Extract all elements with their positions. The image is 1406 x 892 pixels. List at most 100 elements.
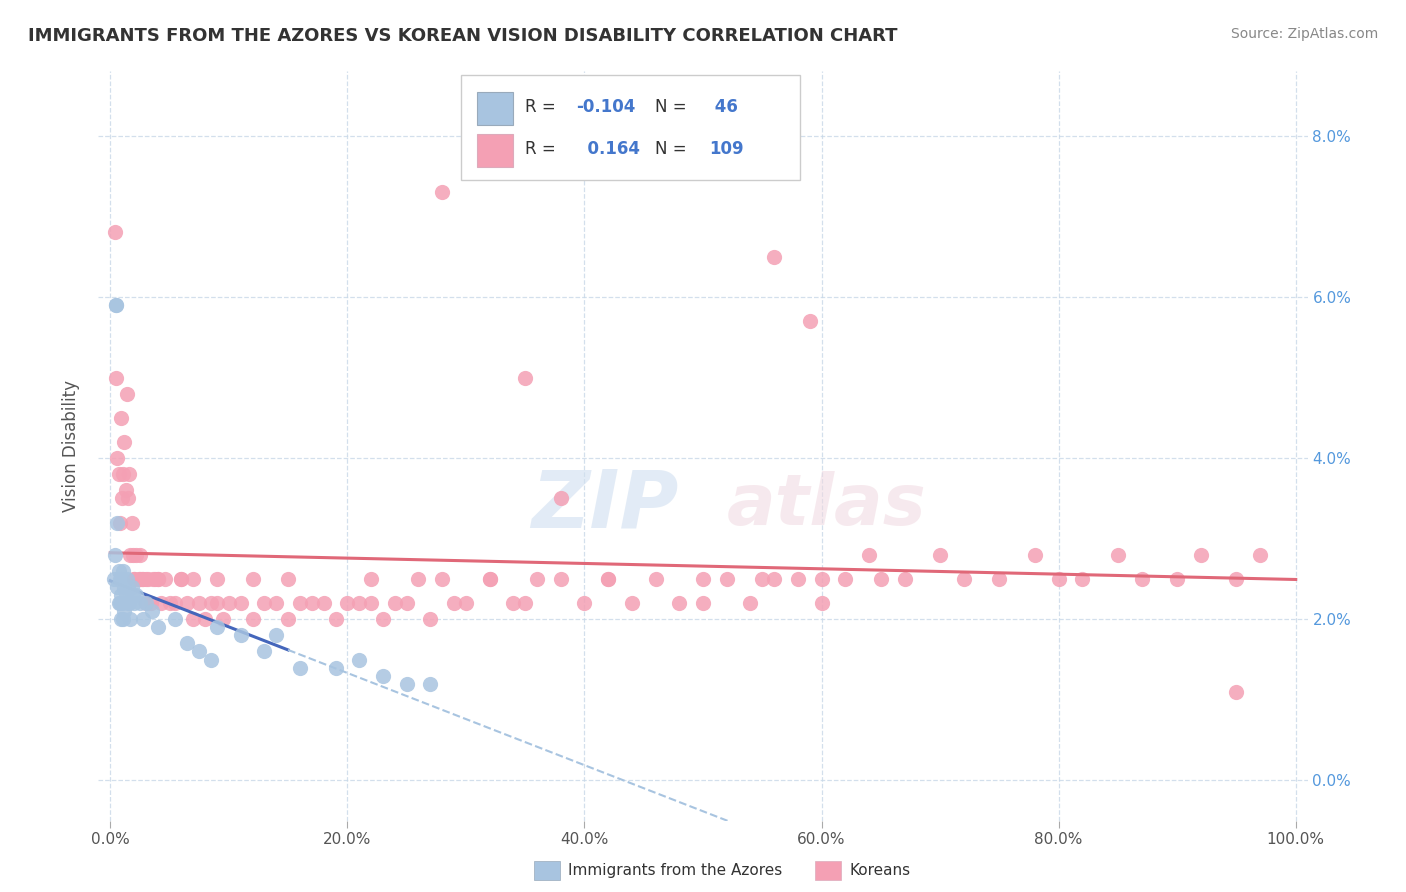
Point (205, 596, 228, 610)
Point (550, 491, 572, 506)
Point (170, 572, 193, 586)
Point (598, 572, 620, 586)
Point (120, 612, 142, 626)
Point (218, 596, 240, 610)
Point (103, 572, 125, 586)
Point (395, 596, 418, 610)
Point (360, 596, 382, 610)
Point (810, 572, 832, 586)
Point (229, 596, 252, 610)
Point (212, 612, 235, 626)
Point (105, 451, 128, 466)
Point (598, 572, 620, 586)
Point (135, 596, 157, 610)
Point (277, 612, 299, 626)
Point (502, 596, 524, 610)
Point (740, 596, 762, 610)
Point (104, 548, 127, 562)
Point (277, 572, 299, 586)
Point (336, 596, 359, 610)
Point (869, 572, 891, 586)
Point (1225, 572, 1247, 586)
Point (301, 596, 323, 610)
Point (347, 652, 370, 666)
Point (131, 572, 153, 586)
FancyBboxPatch shape (461, 75, 800, 180)
Point (454, 596, 477, 610)
Point (111, 596, 134, 610)
Text: N =: N = (655, 139, 692, 158)
Point (117, 491, 139, 506)
Point (181, 612, 204, 626)
Point (105, 298, 128, 312)
Point (108, 572, 131, 586)
Point (408, 572, 430, 586)
Point (176, 636, 198, 650)
Point (125, 588, 148, 602)
Point (1071, 572, 1094, 586)
Point (1189, 548, 1212, 562)
Point (716, 572, 738, 586)
Point (205, 572, 228, 586)
Point (264, 596, 287, 610)
Point (834, 572, 856, 586)
Point (620, 596, 643, 610)
Point (118, 467, 141, 482)
Point (105, 580, 128, 594)
Point (988, 572, 1011, 586)
Point (121, 548, 143, 562)
Text: R =: R = (526, 97, 561, 116)
Point (194, 612, 217, 626)
Text: ZIP: ZIP (531, 467, 679, 545)
Point (176, 596, 198, 610)
Text: 0.164: 0.164 (576, 139, 640, 158)
Point (1225, 684, 1247, 698)
Point (117, 580, 139, 594)
Point (125, 548, 148, 562)
Point (121, 580, 143, 594)
Point (371, 612, 394, 626)
Point (146, 572, 169, 586)
Point (120, 548, 142, 562)
Point (419, 612, 441, 626)
Point (114, 604, 136, 618)
Point (550, 572, 572, 586)
Point (893, 572, 915, 586)
Point (112, 612, 135, 626)
Point (132, 612, 155, 626)
Point (443, 596, 465, 610)
Point (136, 572, 159, 586)
Point (115, 572, 138, 586)
Point (110, 410, 132, 425)
Point (810, 596, 832, 610)
Point (122, 596, 145, 610)
Point (478, 572, 501, 586)
Point (170, 572, 193, 586)
Point (115, 386, 138, 401)
Point (141, 604, 163, 618)
Point (129, 572, 152, 586)
Point (153, 572, 176, 586)
Point (165, 612, 187, 626)
Point (1024, 548, 1046, 562)
Text: Immigrants from the Azores: Immigrants from the Azores (568, 863, 782, 878)
Text: Koreans: Koreans (849, 863, 910, 878)
Point (432, 185, 454, 199)
Point (107, 467, 129, 482)
Point (135, 572, 157, 586)
Point (574, 596, 596, 610)
Text: N =: N = (655, 97, 692, 116)
Point (644, 572, 666, 586)
Text: atlas: atlas (727, 472, 927, 541)
Point (128, 572, 150, 586)
Point (200, 652, 222, 666)
Point (360, 572, 382, 586)
Point (1047, 572, 1070, 586)
Point (288, 596, 311, 610)
Point (763, 572, 786, 586)
Point (117, 596, 139, 610)
Point (111, 491, 134, 506)
Point (347, 596, 370, 610)
Point (121, 588, 143, 602)
Point (139, 596, 162, 610)
